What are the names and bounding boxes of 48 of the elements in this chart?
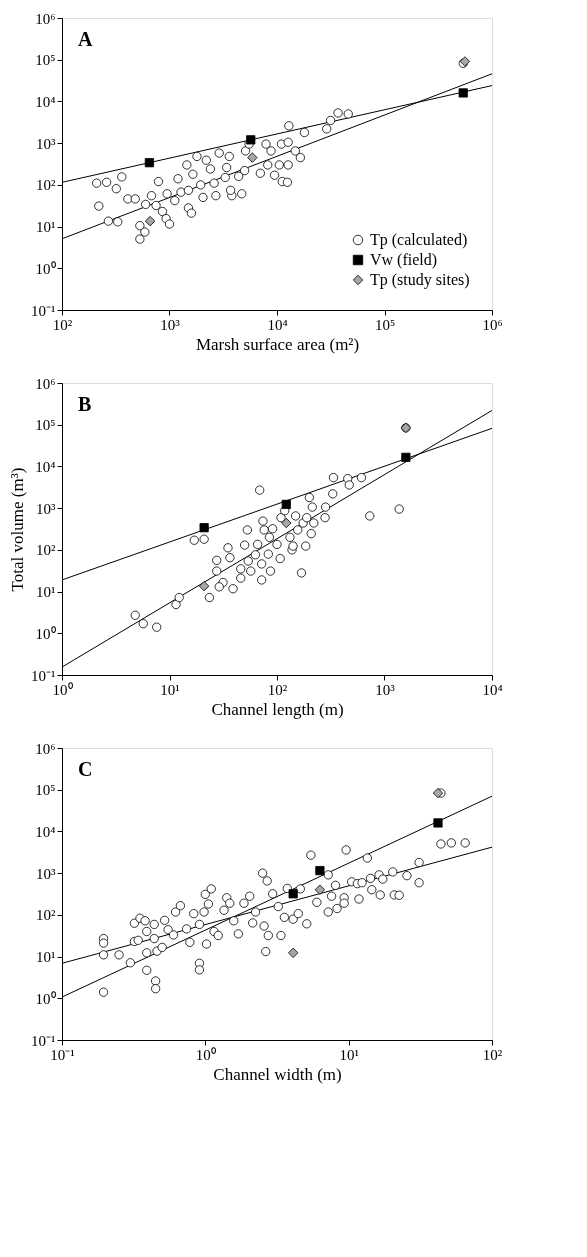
x-tick-label: 10⁴ <box>482 681 503 698</box>
y-tick-label: 10⁰ <box>35 990 56 1007</box>
y-tick-label: 10⁻¹ <box>31 302 56 319</box>
y-tick-label: 10⁶ <box>35 740 56 757</box>
x-tick-label: 10¹ <box>160 681 180 698</box>
x-tick-label: 10¹ <box>339 1046 359 1063</box>
y-tick-label: 10⁴ <box>35 823 56 840</box>
annotation: B <box>78 393 92 415</box>
x-tick-label: 10⁴ <box>267 316 288 333</box>
legend-label: Tp (calculated) <box>370 231 468 249</box>
y-tick-label: 10⁴ <box>35 93 56 110</box>
y-tick-label: 10³ <box>36 500 56 517</box>
y-tick-label: 10¹ <box>36 949 56 966</box>
x-axis-title: Channel width (m) <box>213 1064 342 1084</box>
x-tick-label: 10⁻¹ <box>50 1046 75 1063</box>
y-tick-label: 10⁻¹ <box>31 1032 56 1049</box>
x-tick-label: 10⁶ <box>482 316 503 333</box>
x-tick-label: 10⁵ <box>374 316 396 333</box>
y-axis-title: Total volume (m³) <box>8 467 27 592</box>
y-tick-label: 10⁵ <box>35 782 56 799</box>
y-tick-label: 10⁶ <box>35 375 56 392</box>
y-tick-label: 10⁻¹ <box>31 667 56 684</box>
x-axis-title: Marsh surface area (m²) <box>195 334 360 354</box>
legend-label: Tp (study sites) <box>370 271 470 289</box>
x-axis-title: Channel length (m) <box>211 699 344 719</box>
y-tick-label: 10⁵ <box>35 52 56 69</box>
y-tick-label: 10¹ <box>36 219 56 236</box>
y-tick-label: 10³ <box>36 865 56 882</box>
x-tick-label: 10³ <box>375 681 396 698</box>
x-tick-label: 10² <box>267 681 288 698</box>
y-tick-label: 10⁵ <box>35 417 56 434</box>
x-tick-label: 10⁰ <box>195 1046 216 1063</box>
y-tick-label: 10⁴ <box>35 458 56 475</box>
x-tick-label: 10² <box>482 1046 503 1063</box>
y-tick-label: 10² <box>36 907 56 924</box>
x-tick-label: 10² <box>52 316 73 333</box>
annotation: A <box>78 28 93 50</box>
y-tick-label: 10³ <box>36 135 56 152</box>
legend-label: Vw (field) <box>370 251 438 269</box>
y-tick-label: 10⁰ <box>35 625 56 642</box>
annotation: C <box>78 758 93 780</box>
y-tick-label: 10⁰ <box>35 260 56 277</box>
y-tick-label: 10² <box>36 542 56 559</box>
y-tick-label: 10⁶ <box>35 10 56 27</box>
x-tick-label: 10³ <box>160 316 181 333</box>
y-tick-label: 10¹ <box>36 584 56 601</box>
x-tick-label: 10⁰ <box>52 681 73 698</box>
y-tick-label: 10² <box>36 177 56 194</box>
